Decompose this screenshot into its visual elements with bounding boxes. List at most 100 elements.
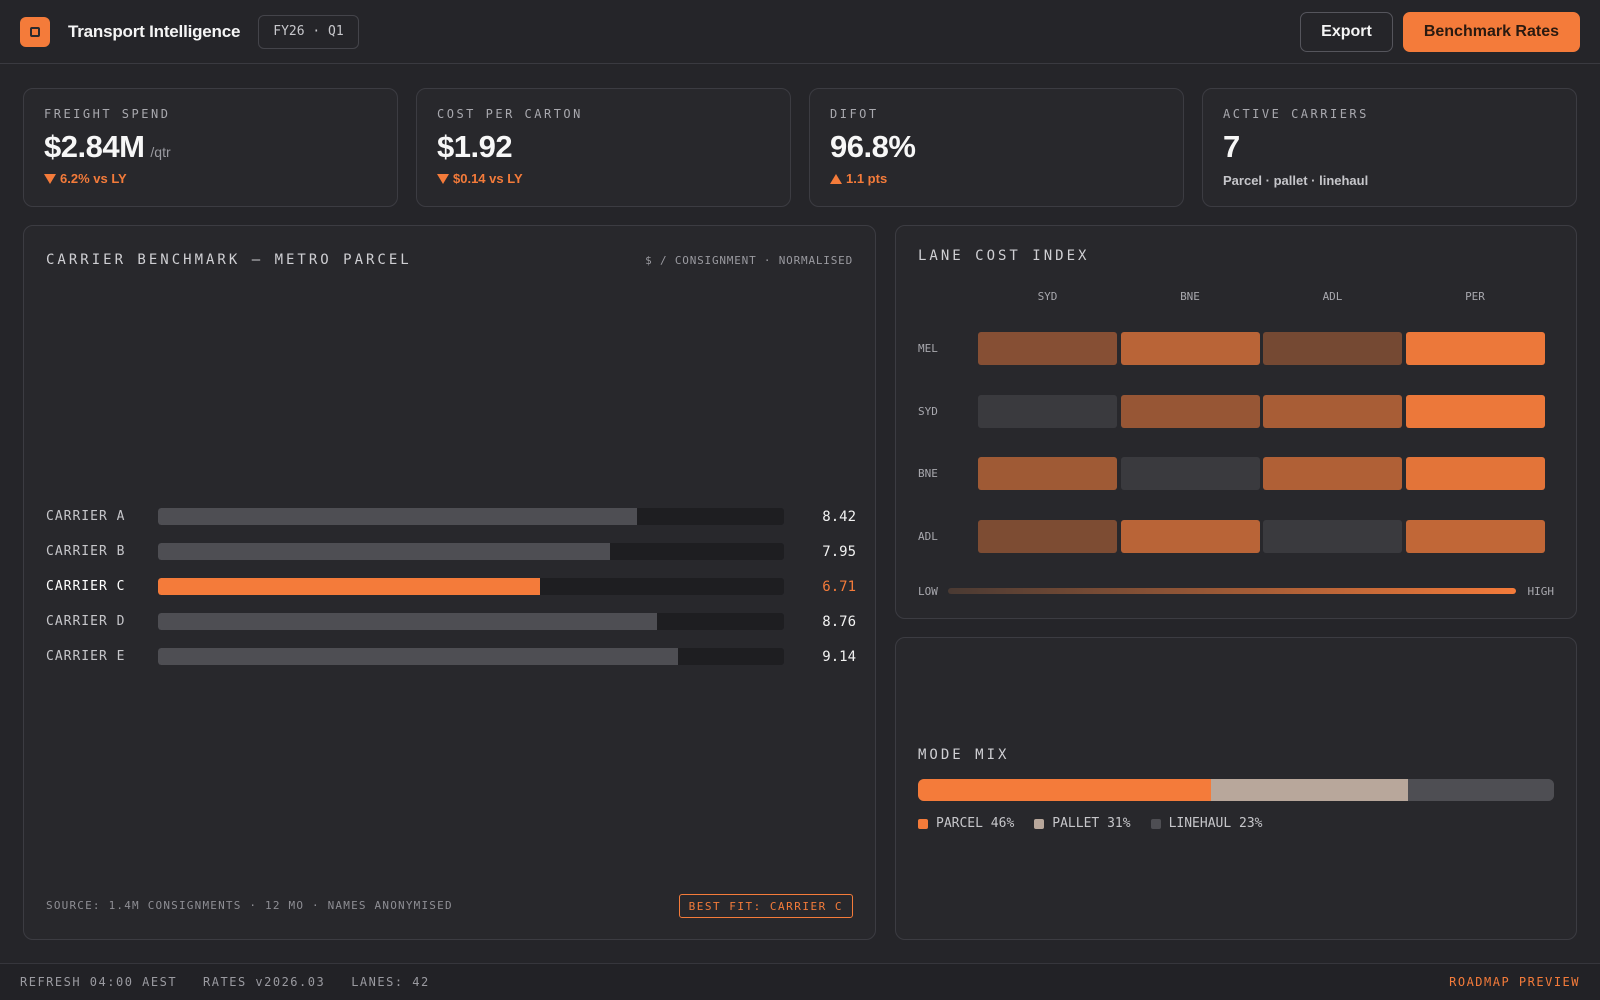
heatmap-cell xyxy=(978,519,1117,553)
header-actions: Export Benchmark Rates xyxy=(1300,11,1580,52)
heatmap-row-label: MEL xyxy=(918,342,938,355)
mode-segment-pallet xyxy=(1210,779,1408,801)
heatmap-cell xyxy=(1263,394,1402,428)
kpi-value: $2.84M xyxy=(44,129,145,164)
heatmap-cell xyxy=(1120,394,1260,428)
carrier-benchmark-panel: CARRIER BENCHMARK — METRO PARCEL $ / CON… xyxy=(23,225,876,940)
bar-value-label: 8.42 xyxy=(822,508,856,525)
heatmap-cell xyxy=(1405,394,1545,428)
heatmap-cell xyxy=(978,457,1117,490)
heatmap-cell xyxy=(1405,332,1545,365)
legend-item-pallet: PALLET 31% xyxy=(1034,816,1131,831)
heatmap-column-header: BNE xyxy=(1180,290,1200,303)
bar-track xyxy=(158,543,784,560)
kpi-delta: 1.1 pts xyxy=(830,171,1163,186)
best-fit-badge: BEST FIT: CARRIER C xyxy=(678,894,853,918)
export-button[interactable]: Export xyxy=(1300,11,1393,52)
legend-high-label: HIGH xyxy=(1527,585,1555,598)
kpi-delta-text: 1.1 pts xyxy=(846,171,888,186)
kpi-label: FREIGHT SPEND xyxy=(44,107,171,121)
bar-row: CARRIER D 8.76 xyxy=(46,604,856,639)
mode-mix-panel: MODE MIX PARCEL 46% PALLET 31% LINEHAUL 23… xyxy=(895,637,1577,940)
bar-category-label: CARRIER E xyxy=(46,649,126,664)
bar-value-label: 7.95 xyxy=(822,543,856,560)
heatmap-cell xyxy=(1120,332,1260,365)
kpi-value: 7 xyxy=(1223,129,1240,164)
heatmap-cell xyxy=(1263,457,1402,490)
legend-label: PARCEL 46% xyxy=(936,816,1015,831)
bar-row: CARRIER A 8.42 xyxy=(46,499,856,534)
mode-segment-parcel xyxy=(918,779,1211,801)
bar-mark xyxy=(158,648,679,665)
kpi-card-freight-spend: FREIGHT SPEND $2.84M /qtr 6.2% vs LY xyxy=(23,88,398,207)
heatmap-column-header: PER xyxy=(1465,290,1485,303)
legend-item-linehaul: LINEHAUL 23% xyxy=(1150,816,1263,831)
legend-low-label: LOW xyxy=(918,585,938,598)
logo-mark-icon xyxy=(30,26,40,37)
bar-track xyxy=(158,648,784,665)
trend-down-icon xyxy=(44,173,56,184)
kpi-value: 96.8% xyxy=(830,129,916,164)
legend-item-parcel: PARCEL 46% xyxy=(918,816,1014,831)
heatmap-cell xyxy=(1263,332,1402,365)
heatmap-cell xyxy=(1405,457,1545,490)
status-footer: REFRESH 04:00 AEST RATES v2026.03 LANES:… xyxy=(0,963,1600,1000)
kpi-value: $1.92 xyxy=(437,129,513,164)
bar-mark xyxy=(158,613,657,630)
kpi-delta: 6.2% vs LY xyxy=(44,171,377,186)
chart-unit-label: $ / CONSIGNMENT · NORMALISED xyxy=(645,254,853,267)
heatmap-cell xyxy=(978,394,1117,428)
app-title: Transport Intelligence xyxy=(68,21,241,41)
legend-label: LINEHAUL 23% xyxy=(1168,816,1263,831)
kpi-card-cost-per-carton: COST PER CARTON $1.92 $0.14 vs LY xyxy=(416,88,791,207)
lane-cost-index-panel: LANE COST INDEX LOW HIGH SYD BNE ADL PER MEL… xyxy=(895,225,1577,619)
bar-mark xyxy=(158,578,540,595)
kpi-label: DIFOT xyxy=(830,107,879,121)
legend-label: PALLET 31% xyxy=(1052,816,1131,831)
bar-track xyxy=(158,508,784,525)
bar-category-label: CARRIER D xyxy=(46,614,126,629)
heatmap-legend-gradient xyxy=(948,588,1516,594)
heatmap-column-header: SYD xyxy=(1037,290,1058,303)
heatmap-cell xyxy=(1405,519,1545,553)
heatmap-row-label: ADL xyxy=(918,529,938,543)
kpi-delta: $0.14 vs LY xyxy=(437,171,770,186)
heatmap-cell xyxy=(1120,519,1260,553)
kpi-card-difot: DIFOT 96.8% 1.1 pts xyxy=(809,88,1184,207)
period-selector[interactable]: FY26 · Q1 xyxy=(258,14,359,49)
app-header: Transport Intelligence FY26 · Q1 Export … xyxy=(0,0,1600,64)
legend-swatch xyxy=(1034,818,1045,829)
trend-up-icon xyxy=(830,173,842,184)
bar-category-label: CARRIER C xyxy=(46,579,126,594)
bar-category-label: CARRIER B xyxy=(46,544,126,559)
legend-swatch xyxy=(1150,818,1161,829)
panel-title: MODE MIX xyxy=(918,747,1010,763)
mode-segment-linehaul xyxy=(1407,779,1554,801)
mode-mix-legend: PARCEL 46% PALLET 31% LINEHAUL 23% xyxy=(918,816,1262,831)
bar-value-label: 9.14 xyxy=(822,648,856,665)
bar-value-label: 8.76 xyxy=(822,613,856,630)
heatmap-cell xyxy=(1120,457,1260,490)
mode-mix-stacked-bar xyxy=(918,779,1554,801)
legend-swatch xyxy=(918,818,928,829)
heatmap-cell xyxy=(1263,519,1402,553)
bar-row: CARRIER B 7.95 xyxy=(46,534,856,569)
source-note: SOURCE: 1.4M CONSIGNMENTS · 12 MO · NAME… xyxy=(46,899,453,912)
kpi-unit: /qtr xyxy=(150,144,171,160)
benchmark-bar-chart: CARRIER A 8.42 CARRIER B 7.95 CARRIER C 6.71 C… xyxy=(46,499,856,674)
bar-track xyxy=(158,578,784,595)
bar-track xyxy=(158,613,784,630)
heatmap-row-label: BNE xyxy=(918,467,938,480)
roadmap-preview-link[interactable]: ROADMAP PREVIEW xyxy=(1449,975,1580,989)
bar-mark xyxy=(158,543,611,560)
kpi-label: COST PER CARTON xyxy=(437,107,583,121)
trend-down-icon xyxy=(437,173,449,184)
kpi-subtitle: Parcel · pallet · linehaul xyxy=(1223,173,1369,188)
benchmark-rates-button[interactable]: Benchmark Rates xyxy=(1402,11,1580,52)
heatmap-row-label: SYD xyxy=(918,404,938,418)
app-logo xyxy=(20,16,50,47)
heatmap-column-header: ADL xyxy=(1322,290,1343,303)
bar-value-label: 6.71 xyxy=(822,578,856,595)
kpi-label: ACTIVE CARRIERS xyxy=(1223,107,1369,121)
panel-title: LANE COST INDEX xyxy=(918,248,1090,264)
